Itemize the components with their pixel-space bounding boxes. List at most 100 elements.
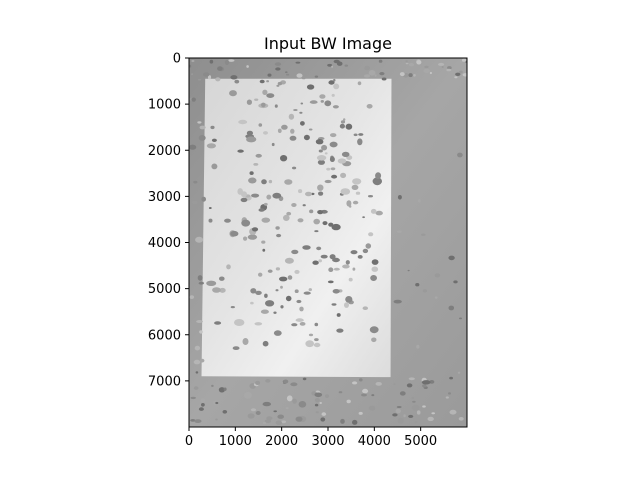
pebble	[302, 204, 306, 207]
pebble	[219, 276, 225, 281]
pebble	[339, 123, 345, 129]
pebble	[408, 377, 415, 381]
pebble	[316, 155, 327, 161]
pebble	[362, 388, 369, 394]
pebble	[261, 217, 271, 223]
pebble	[243, 236, 248, 241]
pebble	[260, 309, 269, 314]
pebble	[314, 322, 319, 327]
pebble	[324, 394, 330, 398]
pebble	[327, 280, 334, 284]
pebble	[293, 109, 298, 111]
pebble	[193, 180, 198, 184]
x-tick-label: 3000	[311, 434, 344, 449]
pebble	[265, 379, 271, 383]
pebble	[197, 121, 202, 124]
paper-sheet	[201, 78, 392, 378]
pebble	[371, 266, 379, 272]
pebble	[206, 280, 217, 286]
pebble	[291, 249, 299, 255]
pebble	[296, 299, 302, 304]
pebble	[395, 408, 401, 414]
pebble	[305, 191, 312, 197]
pebble	[241, 219, 251, 227]
pebble	[308, 288, 312, 292]
pebble	[408, 414, 414, 418]
pebble	[199, 125, 206, 130]
pebble	[362, 248, 369, 254]
pebble	[306, 84, 315, 90]
pebble	[336, 313, 341, 317]
pebble	[292, 398, 297, 404]
pebble	[345, 296, 353, 303]
pebble	[331, 174, 338, 179]
pebble	[308, 128, 313, 131]
pebble	[324, 100, 332, 107]
pebble	[224, 218, 231, 223]
pebble	[297, 218, 304, 223]
pebble	[371, 394, 375, 397]
pebble	[453, 280, 458, 284]
pebble	[258, 272, 263, 277]
pebble	[416, 344, 420, 349]
pebble	[246, 65, 249, 68]
pebble	[352, 267, 356, 271]
pebble	[246, 136, 257, 143]
pebble	[328, 80, 335, 85]
pebble	[413, 74, 416, 77]
pebble	[322, 221, 328, 226]
pebble	[330, 133, 337, 138]
pebble	[218, 387, 225, 393]
pebble	[445, 396, 449, 399]
pebble	[336, 328, 344, 333]
pebble	[429, 380, 435, 384]
pebble	[368, 232, 374, 237]
pebble	[284, 257, 294, 264]
pebble	[317, 159, 325, 165]
pebble	[276, 84, 280, 87]
pebble	[298, 189, 303, 194]
pebble	[250, 288, 257, 294]
pebble	[378, 59, 383, 63]
pebble	[214, 321, 222, 325]
pebble	[303, 291, 311, 295]
pebble	[305, 340, 315, 348]
pebble	[194, 419, 202, 423]
pebble	[295, 416, 303, 422]
pebble	[189, 295, 195, 299]
pebble	[357, 138, 363, 146]
pebble	[240, 197, 248, 203]
pebble	[314, 403, 319, 407]
pebble	[287, 275, 293, 280]
pebble	[309, 100, 318, 104]
pebble	[352, 200, 359, 205]
pebble	[321, 412, 327, 416]
pebble	[212, 287, 221, 293]
pebble	[207, 75, 212, 80]
pebble	[346, 200, 352, 207]
pebble	[262, 248, 266, 252]
pebble	[308, 333, 314, 337]
pebble	[265, 300, 275, 307]
x-tick-label: 2000	[265, 434, 298, 449]
pebble	[211, 163, 218, 170]
pebble	[290, 128, 295, 134]
pebble	[317, 210, 324, 215]
pebble	[209, 59, 214, 64]
pebble	[262, 401, 271, 407]
pebble	[290, 382, 298, 387]
pebble	[215, 401, 219, 405]
pebble	[313, 342, 321, 348]
pebble	[266, 93, 275, 98]
x-tick-label: 1000	[219, 434, 252, 449]
pebble	[424, 65, 429, 69]
pebble	[448, 255, 455, 261]
pebble	[461, 58, 467, 62]
pebble-layer	[189, 58, 467, 426]
pebble	[315, 139, 324, 145]
pebble	[454, 76, 458, 79]
pebble	[329, 156, 335, 162]
pebble	[300, 121, 305, 126]
pebble	[333, 78, 336, 82]
pebble	[342, 264, 350, 269]
